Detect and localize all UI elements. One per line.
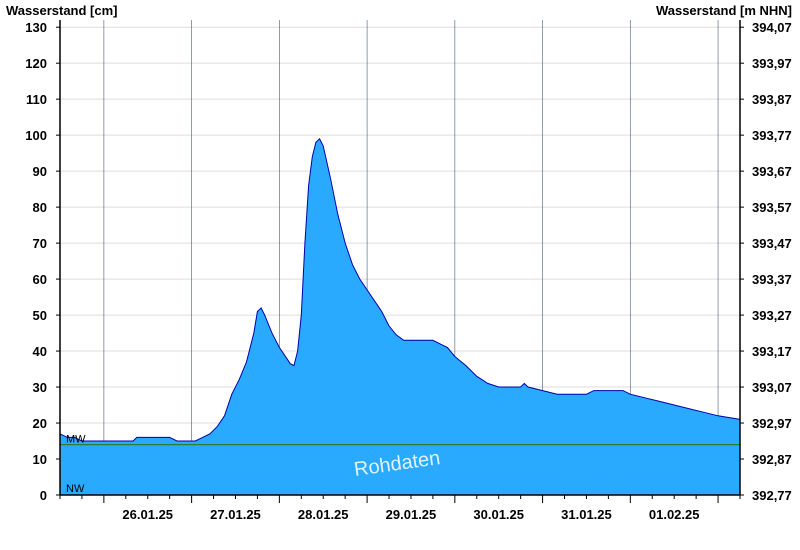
axes: 0 392,77 10 392,87 20 392,97 30 393,07 40 393,17 5… [25,20,792,522]
y-tick-label-right: 393,27 [752,308,792,323]
y-tick-label-left: 30 [33,380,47,395]
x-tick-label: 26.01.25 [122,507,173,522]
y-tick-label-left: 80 [33,200,47,215]
right-axis-title: Wasserstand [m NHN] [656,3,792,18]
y-tick-label-left: 90 [33,164,47,179]
y-tick-label-right: 393,47 [752,236,792,251]
grid-lines [60,20,740,495]
y-tick-label-left: 20 [33,416,47,431]
y-tick-label-right: 393,17 [752,344,792,359]
y-tick-label-right: 392,87 [752,452,792,467]
y-tick-label-left: 50 [33,308,47,323]
y-tick-label-left: 40 [33,344,47,359]
x-tick-label: 27.01.25 [210,507,261,522]
nw-label: NW [66,483,85,495]
mw-label: MW [66,434,86,446]
y-tick-label-left: 130 [25,20,47,35]
y-tick-label-left: 110 [26,92,47,107]
y-tick-label-right: 393,37 [752,272,792,287]
left-axis-title: Wasserstand [cm] [6,3,118,18]
y-tick-label-left: 100 [25,128,47,143]
y-tick-label-right: 393,67 [752,164,792,179]
y-tick-label-right: 393,57 [752,200,792,215]
y-tick-label-right: 393,77 [752,128,792,143]
x-tick-label: 01.02.25 [649,507,700,522]
y-tick-label-left: 10 [33,452,47,467]
y-tick-label-right: 393,97 [752,56,792,71]
x-tick-label: 30.01.25 [473,507,524,522]
plot-area [59,137,741,496]
x-tick-label: 31.01.25 [561,507,612,522]
y-tick-label-left: 70 [33,236,47,251]
water-level-area [60,138,740,496]
y-tick-label-right: 393,87 [752,92,792,107]
x-tick-label: 28.01.25 [298,507,349,522]
y-tick-label-left: 60 [33,272,47,287]
y-tick-label-left: 0 [40,488,47,503]
y-tick-label-right: 392,77 [752,488,792,503]
y-tick-label-right: 392,97 [752,416,792,431]
y-tick-label-right: 393,07 [752,380,792,395]
reference-lines: MW NW [60,434,740,495]
y-tick-label-left: 120 [25,56,47,71]
y-tick-label-right: 394,07 [752,20,792,35]
x-tick-label: 29.01.25 [386,507,437,522]
water-level-line [59,137,741,442]
